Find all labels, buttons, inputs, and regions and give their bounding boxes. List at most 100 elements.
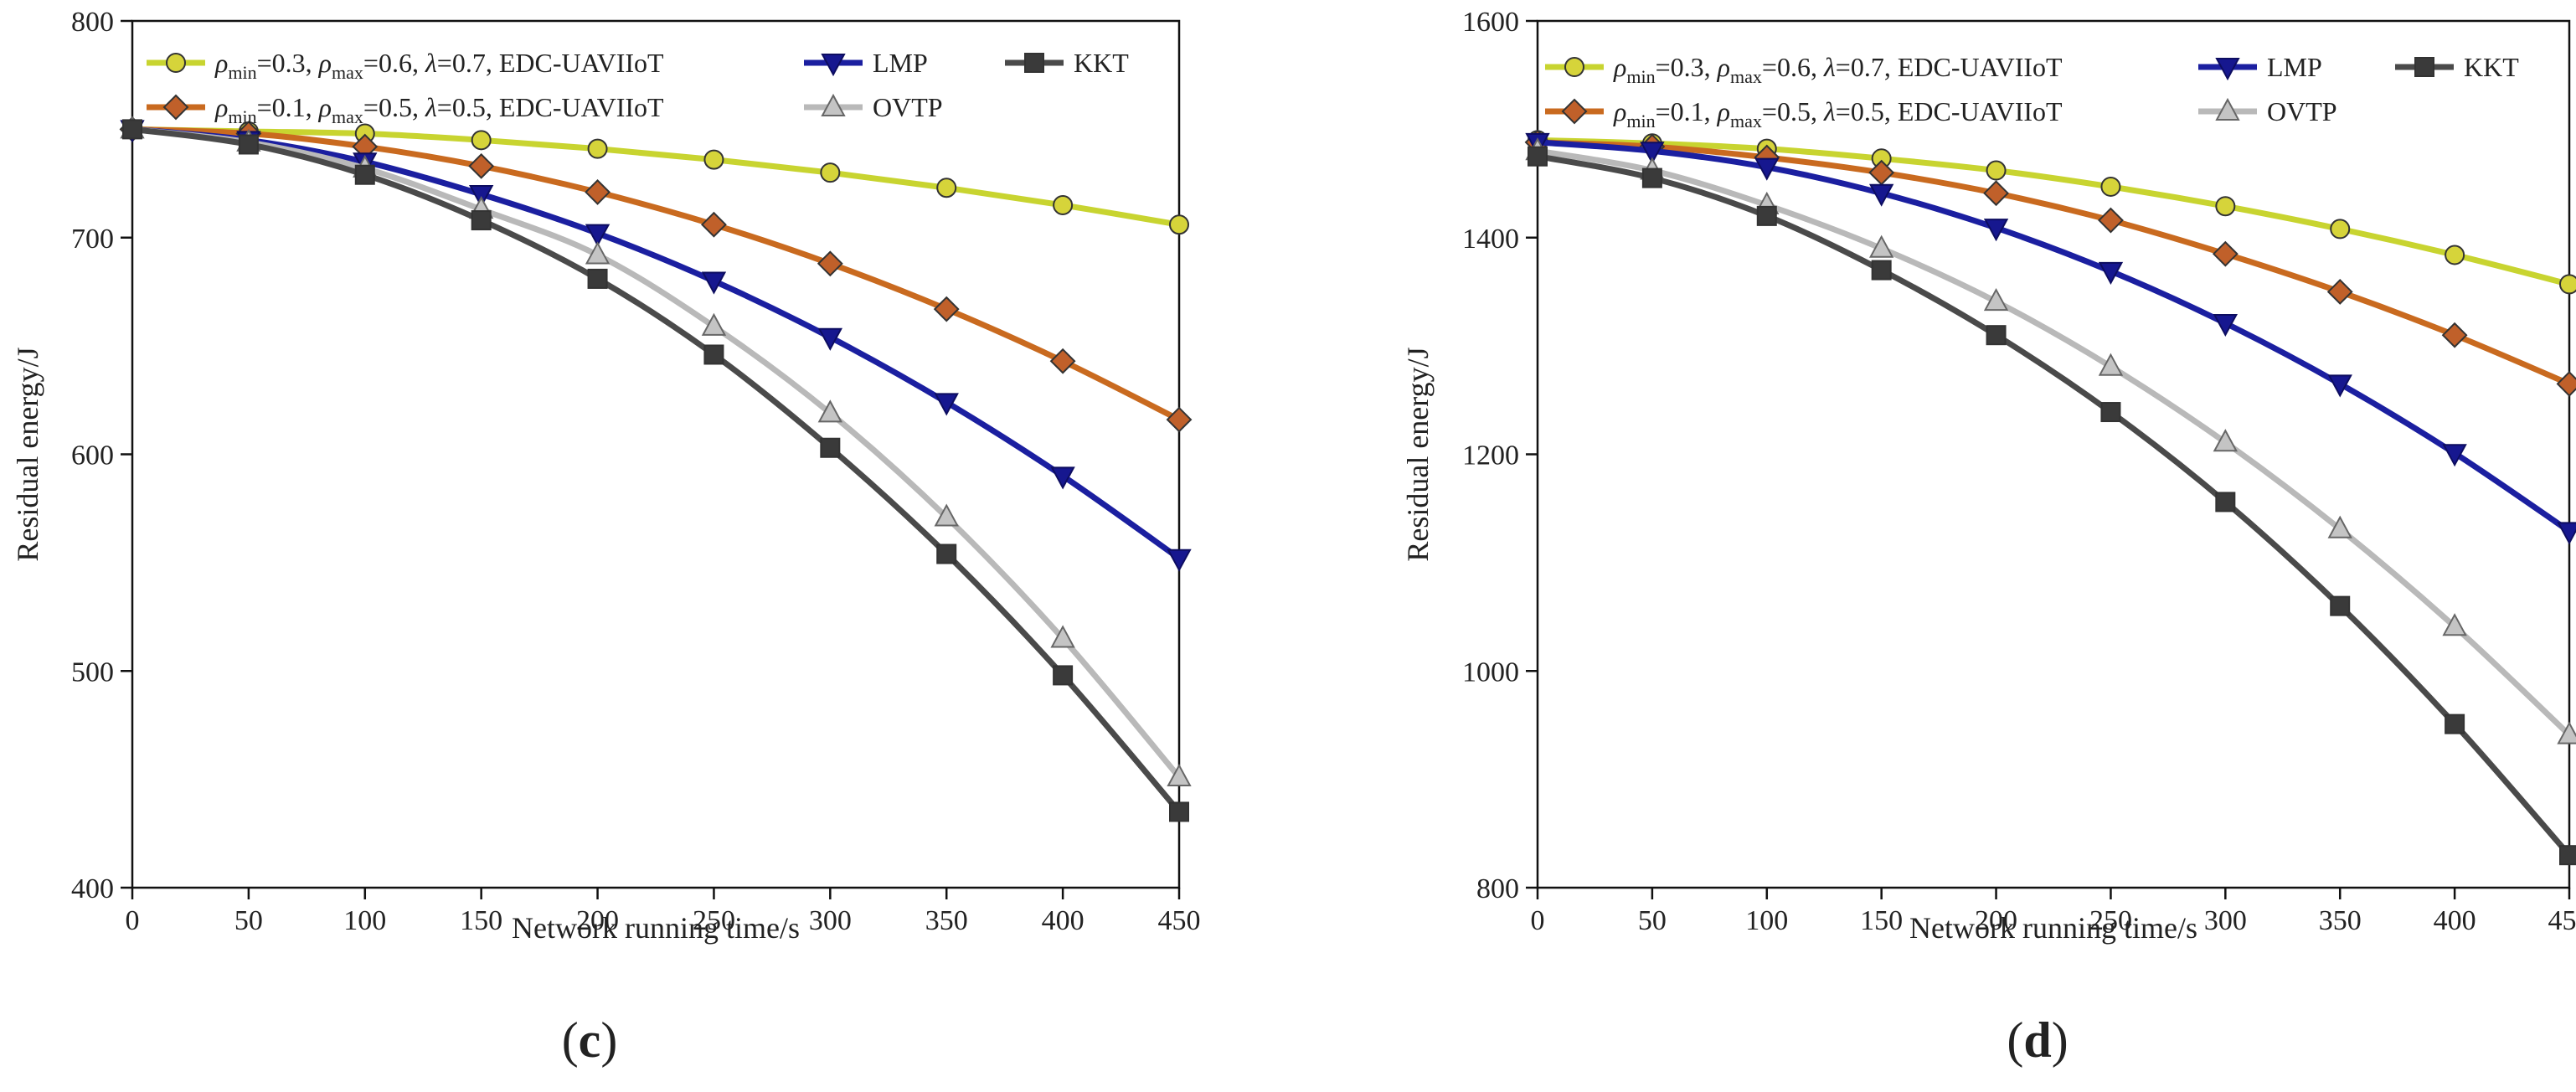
y-axis-label: Residual energy/J xyxy=(11,347,44,561)
data-point-ovtp xyxy=(701,312,727,336)
panel-label-close: ) xyxy=(600,1012,617,1068)
series-edc2 xyxy=(119,116,1193,433)
series-ovtp xyxy=(1525,137,2576,744)
data-point-edc1 xyxy=(820,162,841,183)
data-point-kkt xyxy=(820,437,841,458)
legend-marker-kkt xyxy=(1024,53,1044,73)
legend: ρmin=0.3, ρmax=0.6, λ=0.7, EDC-UAVIIoT ρm… xyxy=(1545,52,2519,131)
x-tick-label: 250 xyxy=(2089,905,2132,936)
data-point-edc2 xyxy=(2556,370,2576,397)
data-point-ovtp xyxy=(2213,429,2239,452)
data-point-edc1 xyxy=(2559,274,2576,295)
data-point-lmp xyxy=(2327,374,2352,398)
legend-marker-edc1 xyxy=(166,53,186,73)
panel-label-open: ( xyxy=(2007,1012,2023,1068)
legend-text: ρ xyxy=(214,92,228,122)
data-point-edc2 xyxy=(817,250,843,277)
panel-label-letter: c xyxy=(579,1012,601,1068)
legend-text: =0.6, xyxy=(363,48,425,78)
x-tick-label: 200 xyxy=(576,905,619,936)
data-point-edc2 xyxy=(1983,180,2009,207)
legend-marker-kkt xyxy=(2414,57,2434,77)
legend-label-ovtp: OVTP xyxy=(873,92,943,122)
x-tick-label: 50 xyxy=(1638,905,1667,936)
panel-label: (c) xyxy=(562,1012,618,1068)
legend-marker-edc2 xyxy=(1561,98,1588,125)
data-point-kkt xyxy=(587,268,608,289)
data-point-ovtp xyxy=(1167,763,1192,787)
legend-text: min xyxy=(1626,66,1655,87)
x-tick-label: 0 xyxy=(1531,905,1545,936)
legend: ρmin=0.3, ρmax=0.6, λ=0.7, EDC-UAVIIoTρm… xyxy=(147,48,1129,127)
data-point-edc2 xyxy=(1166,406,1193,433)
legend-text: max xyxy=(1730,66,1762,87)
data-point-lmp xyxy=(817,327,843,351)
legend-label-lmp: LMP xyxy=(2267,52,2322,82)
data-point-kkt xyxy=(1871,260,1892,281)
x-tick-label: 150 xyxy=(1860,905,1903,936)
data-point-edc2 xyxy=(2212,240,2239,267)
series-line-edc2 xyxy=(1537,139,2571,387)
series-line-edc2 xyxy=(131,126,1181,423)
data-point-edc2 xyxy=(701,211,727,238)
panel-label-open: ( xyxy=(562,1012,579,1068)
legend-text: ρ xyxy=(318,92,332,122)
data-point-kkt xyxy=(1053,665,1074,686)
legend-text: =0.6, xyxy=(1762,52,1824,82)
legend-label-edc1: ρmin=0.3, ρmax=0.6, λ=0.7, EDC-UAVIIoT xyxy=(1613,52,2063,87)
legend-text: ρ xyxy=(318,48,332,78)
legend-text: =0.3, xyxy=(257,48,319,78)
y-tick-label: 1400 xyxy=(1462,224,1519,255)
data-point-kkt xyxy=(936,543,957,564)
data-point-kkt xyxy=(2559,845,2576,866)
y-tick-label: 800 xyxy=(1476,873,1519,904)
x-tick-label: 450 xyxy=(2548,905,2576,936)
data-point-edc1 xyxy=(2100,176,2121,197)
legend-marker-edc1 xyxy=(1564,57,1584,77)
data-point-ovtp xyxy=(2557,721,2576,744)
data-point-edc1 xyxy=(587,138,608,159)
data-point-edc1 xyxy=(936,178,957,198)
x-tick-label: 450 xyxy=(1158,905,1201,936)
data-point-edc2 xyxy=(933,296,960,322)
series-line-edc1 xyxy=(131,126,1180,228)
legend-marker-ovtp xyxy=(2215,97,2240,121)
data-point-ovtp xyxy=(585,241,611,265)
legend-marker-ovtp xyxy=(821,93,846,116)
data-point-ovtp xyxy=(934,503,959,527)
data-point-lmp xyxy=(2557,522,2576,545)
x-tick-label: 0 xyxy=(126,905,140,936)
x-tick-label: 300 xyxy=(2204,905,2247,936)
panel-label-close: ) xyxy=(2052,1012,2069,1068)
legend-label-edc2: ρmin=0.1, ρmax=0.5, λ=0.5, EDC-UAVIIoT xyxy=(1613,96,2063,131)
y-tick-label: 500 xyxy=(71,657,114,688)
data-point-lmp xyxy=(1640,142,1665,165)
legend-marker-lmp xyxy=(821,54,846,77)
legend-text: max xyxy=(1730,111,1762,131)
data-point-edc2 xyxy=(2098,207,2124,234)
legend-text: =0.1, xyxy=(257,92,319,122)
legend-text: λ xyxy=(1823,52,1836,82)
data-point-kkt xyxy=(238,134,259,155)
series-line-edc1 xyxy=(1537,136,2570,287)
x-tick-label: 250 xyxy=(693,905,735,936)
series-lmp xyxy=(1525,132,2576,545)
data-point-lmp xyxy=(2098,261,2124,285)
x-tick-label: 100 xyxy=(343,905,386,936)
legend-text: =0.5, xyxy=(363,92,425,122)
y-tick-label: 600 xyxy=(71,440,114,471)
data-point-lmp xyxy=(1868,183,1894,207)
data-point-edc1 xyxy=(471,130,492,151)
data-point-kkt xyxy=(2330,595,2351,616)
x-axis-label: Network running time/s xyxy=(1909,911,2197,945)
data-point-lmp xyxy=(934,393,959,416)
data-point-kkt xyxy=(1756,205,1777,226)
legend-text: λ xyxy=(425,48,437,78)
series-line-lmp xyxy=(131,126,1182,561)
panel-c: 0 50 100 150 200 250 300 350 400 450 400 500 600 700 8… xyxy=(11,7,1201,1068)
legend-text: =0.3, xyxy=(1656,52,1718,82)
x-tick-label: 50 xyxy=(234,905,263,936)
data-point-edc1 xyxy=(1053,194,1074,215)
legend-label-ovtp: OVTP xyxy=(2267,96,2337,126)
